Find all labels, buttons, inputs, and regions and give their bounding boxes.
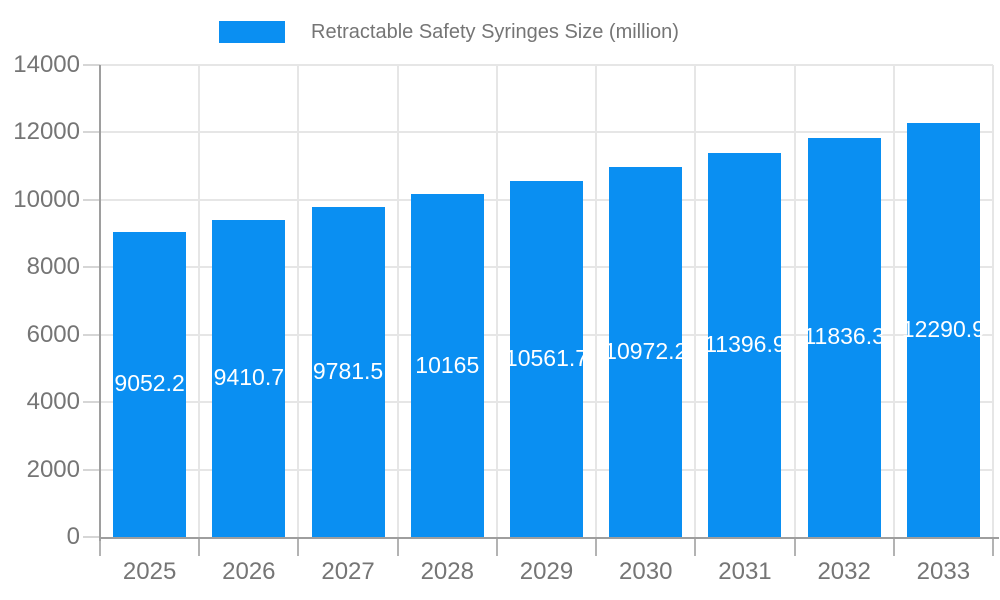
gridline-v: [495, 65, 498, 537]
gridline-v: [297, 65, 300, 537]
y-axis-tick: [83, 333, 100, 336]
bar-2031: [708, 152, 782, 537]
y-axis-tick: [83, 536, 100, 538]
x-axis-label: 2033: [916, 558, 971, 585]
bar-value-label: 9410.7: [213, 364, 285, 391]
x-axis-tick: [396, 539, 399, 556]
legend-label: Retractable Safety Syringes Size (millio…: [311, 20, 679, 43]
legend-swatch: [219, 21, 285, 43]
x-axis-tick: [99, 539, 101, 556]
x-axis-line: [99, 537, 999, 539]
x-axis-label: 2026: [222, 558, 276, 585]
y-axis-tick: [83, 468, 100, 471]
y-axis-label: 12000: [13, 118, 80, 146]
y-axis-label: 6000: [26, 320, 80, 348]
bar-2029: [510, 180, 583, 537]
gridline-v: [198, 65, 201, 537]
y-axis-label: 14000: [13, 51, 80, 78]
x-axis-tick: [992, 539, 994, 556]
y-axis-label: 2000: [26, 455, 80, 483]
bar-2026: [212, 219, 286, 537]
gridline-h: [100, 131, 993, 134]
gridline-v: [595, 65, 598, 537]
bar-2027: [311, 207, 385, 537]
bar-2028: [410, 194, 484, 537]
x-axis-label: 2029: [519, 558, 574, 585]
bar-2032: [807, 137, 881, 537]
y-axis-tick: [83, 266, 100, 269]
legend[interactable]: Retractable Safety Syringes Size (millio…: [219, 17, 679, 47]
x-axis-tick: [595, 539, 598, 556]
gridline-v: [992, 65, 994, 537]
x-axis-label: 2025: [122, 558, 177, 585]
bar-value-label: 10561.7: [504, 344, 589, 371]
x-axis-label: 2030: [619, 558, 673, 585]
y-axis-label: 10000: [13, 185, 80, 213]
x-axis-label: 2032: [817, 558, 871, 585]
gridline-v: [793, 65, 796, 537]
y-axis-tick: [83, 401, 100, 404]
gridline-v: [892, 65, 895, 537]
y-axis-label: 8000: [26, 253, 80, 281]
x-axis-label: 2027: [321, 558, 375, 585]
bar-2033: [906, 122, 980, 537]
gridline-h: [100, 64, 993, 66]
x-axis-tick: [892, 539, 895, 556]
y-axis-tick: [83, 131, 100, 134]
y-axis-line: [99, 65, 101, 541]
y-axis-tick: [83, 198, 100, 201]
y-axis-label: 4000: [26, 388, 80, 416]
x-axis-label: 2031: [718, 558, 772, 585]
bar-2030: [609, 167, 683, 537]
x-axis-tick: [495, 539, 498, 556]
bar-2025: [113, 231, 187, 537]
gridline-v: [396, 65, 399, 537]
bar-value-label: 9052.2: [114, 370, 185, 397]
y-axis-label: 0: [66, 523, 80, 550]
bar-value-label: 10165: [415, 351, 480, 378]
bar-value-label: 12290.9: [901, 315, 985, 342]
x-axis-label: 2028: [420, 558, 474, 585]
x-axis-tick: [793, 539, 796, 556]
bar-value-label: 9781.5: [312, 358, 384, 385]
bar-value-label: 11396.9: [704, 330, 786, 357]
y-axis-tick: [83, 64, 100, 66]
x-axis-tick: [694, 539, 697, 556]
x-axis-tick: [297, 539, 300, 556]
x-axis-tick: [198, 539, 201, 556]
bar-value-label: 11836.3: [803, 323, 885, 350]
gridline-v: [694, 65, 697, 537]
bar-value-label: 10972.2: [604, 338, 688, 365]
